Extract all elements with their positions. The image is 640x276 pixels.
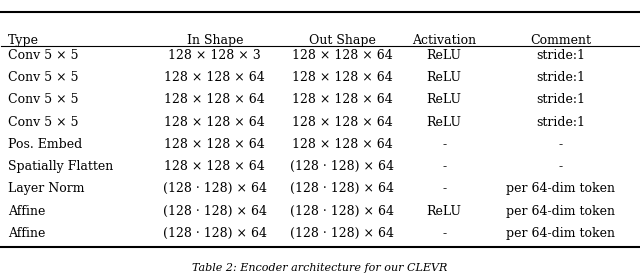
Text: Type: Type <box>8 34 39 47</box>
Text: -: - <box>442 227 446 240</box>
Text: -: - <box>442 160 446 173</box>
Text: (128 · 128) × 64: (128 · 128) × 64 <box>291 227 394 240</box>
Text: Conv 5 × 5: Conv 5 × 5 <box>8 93 78 107</box>
Text: Activation: Activation <box>412 34 476 47</box>
Text: -: - <box>559 138 563 151</box>
Text: (128 · 128) × 64: (128 · 128) × 64 <box>163 205 267 218</box>
Text: Conv 5 × 5: Conv 5 × 5 <box>8 49 78 62</box>
Text: (128 · 128) × 64: (128 · 128) × 64 <box>291 182 394 195</box>
Text: ReLU: ReLU <box>427 71 461 84</box>
Text: In Shape: In Shape <box>187 34 243 47</box>
Text: per 64-dim token: per 64-dim token <box>506 205 615 218</box>
Text: Affine: Affine <box>8 205 45 218</box>
Text: stride:1: stride:1 <box>536 71 585 84</box>
Text: Pos. Embed: Pos. Embed <box>8 138 82 151</box>
Text: Spatially Flatten: Spatially Flatten <box>8 160 113 173</box>
Text: 128 × 128 × 64: 128 × 128 × 64 <box>292 116 393 129</box>
Text: 128 × 128 × 64: 128 × 128 × 64 <box>292 49 393 62</box>
Text: (128 · 128) × 64: (128 · 128) × 64 <box>291 160 394 173</box>
Text: -: - <box>559 160 563 173</box>
Text: Table 2: Encoder architecture for our CLEVR: Table 2: Encoder architecture for our CL… <box>192 263 448 273</box>
Text: Out Shape: Out Shape <box>309 34 376 47</box>
Text: ReLU: ReLU <box>427 205 461 218</box>
Text: 128 × 128 × 64: 128 × 128 × 64 <box>164 71 265 84</box>
Text: -: - <box>442 138 446 151</box>
Text: (128 · 128) × 64: (128 · 128) × 64 <box>291 205 394 218</box>
Text: per 64-dim token: per 64-dim token <box>506 182 615 195</box>
Text: stride:1: stride:1 <box>536 93 585 107</box>
Text: 128 × 128 × 64: 128 × 128 × 64 <box>292 93 393 107</box>
Text: Comment: Comment <box>530 34 591 47</box>
Text: ReLU: ReLU <box>427 49 461 62</box>
Text: 128 × 128 × 3: 128 × 128 × 3 <box>168 49 261 62</box>
Text: stride:1: stride:1 <box>536 49 585 62</box>
Text: -: - <box>442 182 446 195</box>
Text: 128 × 128 × 64: 128 × 128 × 64 <box>164 138 265 151</box>
Text: 128 × 128 × 64: 128 × 128 × 64 <box>164 93 265 107</box>
Text: per 64-dim token: per 64-dim token <box>506 227 615 240</box>
Text: ReLU: ReLU <box>427 93 461 107</box>
Text: 128 × 128 × 64: 128 × 128 × 64 <box>164 116 265 129</box>
Text: 128 × 128 × 64: 128 × 128 × 64 <box>164 160 265 173</box>
Text: Layer Norm: Layer Norm <box>8 182 84 195</box>
Text: Conv 5 × 5: Conv 5 × 5 <box>8 71 78 84</box>
Text: 128 × 128 × 64: 128 × 128 × 64 <box>292 138 393 151</box>
Text: (128 · 128) × 64: (128 · 128) × 64 <box>163 182 267 195</box>
Text: stride:1: stride:1 <box>536 116 585 129</box>
Text: (128 · 128) × 64: (128 · 128) × 64 <box>163 227 267 240</box>
Text: Affine: Affine <box>8 227 45 240</box>
Text: Conv 5 × 5: Conv 5 × 5 <box>8 116 78 129</box>
Text: 128 × 128 × 64: 128 × 128 × 64 <box>292 71 393 84</box>
Text: ReLU: ReLU <box>427 116 461 129</box>
